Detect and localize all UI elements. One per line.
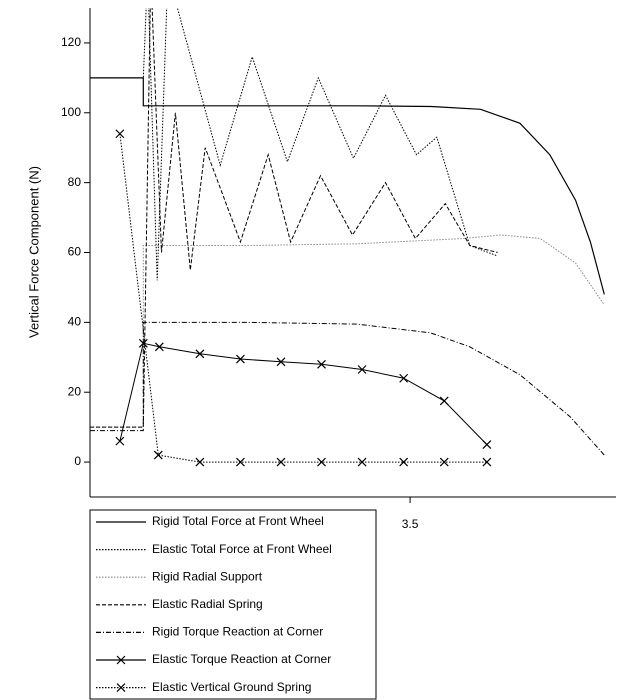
series-line — [90, 321, 605, 456]
y-tick-label: 0 — [74, 454, 81, 468]
legend-label: Rigid Torque Reaction at Corner — [152, 625, 323, 639]
marker — [482, 457, 492, 467]
marker — [115, 436, 125, 446]
marker — [154, 342, 164, 352]
marker — [399, 457, 409, 467]
y-tick-label: 60 — [68, 245, 82, 259]
series-line — [90, 8, 498, 281]
legend-marker — [116, 655, 126, 665]
x-tick-label: 3.5 — [402, 517, 419, 531]
legend-label: Rigid Total Force at Front Wheel — [152, 514, 324, 528]
marker — [236, 354, 245, 364]
marker — [276, 357, 286, 367]
marker — [195, 349, 205, 359]
legend-label: Elastic Total Force at Front Wheel — [152, 542, 332, 556]
y-tick-label: 20 — [68, 384, 82, 398]
series-line — [90, 77, 605, 295]
series-line — [119, 342, 488, 445]
marker — [115, 129, 125, 139]
marker — [153, 450, 163, 460]
marker — [195, 457, 205, 467]
marker — [357, 457, 367, 467]
y-tick-label: 100 — [61, 105, 81, 119]
legend: Rigid Total Force at Front Wheel Elastic … — [89, 509, 377, 700]
marker — [236, 457, 245, 467]
marker — [276, 457, 286, 467]
marker — [482, 440, 492, 450]
series-line — [90, 8, 498, 428]
marker — [138, 338, 148, 348]
legend-label: Elastic Torque Reaction at Corner — [152, 652, 331, 666]
legend-marker — [116, 683, 126, 693]
y-tick-label: 80 — [68, 175, 82, 189]
marker — [317, 359, 326, 369]
plot-area — [90, 8, 605, 467]
y-tick-label: 120 — [61, 35, 81, 49]
marker — [439, 396, 449, 406]
legend-label: Rigid Radial Support — [152, 569, 263, 583]
marker — [357, 365, 367, 374]
marker — [317, 457, 326, 467]
y-tick-label: 40 — [68, 315, 82, 329]
series-line — [90, 234, 605, 428]
legend-label: Elastic Vertical Ground Spring — [152, 680, 311, 694]
y-axis-label: Vertical Force Component (N) — [26, 166, 41, 338]
marker — [439, 457, 449, 467]
legend-box — [89, 509, 377, 700]
series-line — [119, 133, 487, 463]
marker — [399, 373, 409, 383]
legend-label: Elastic Radial Spring — [152, 597, 263, 611]
